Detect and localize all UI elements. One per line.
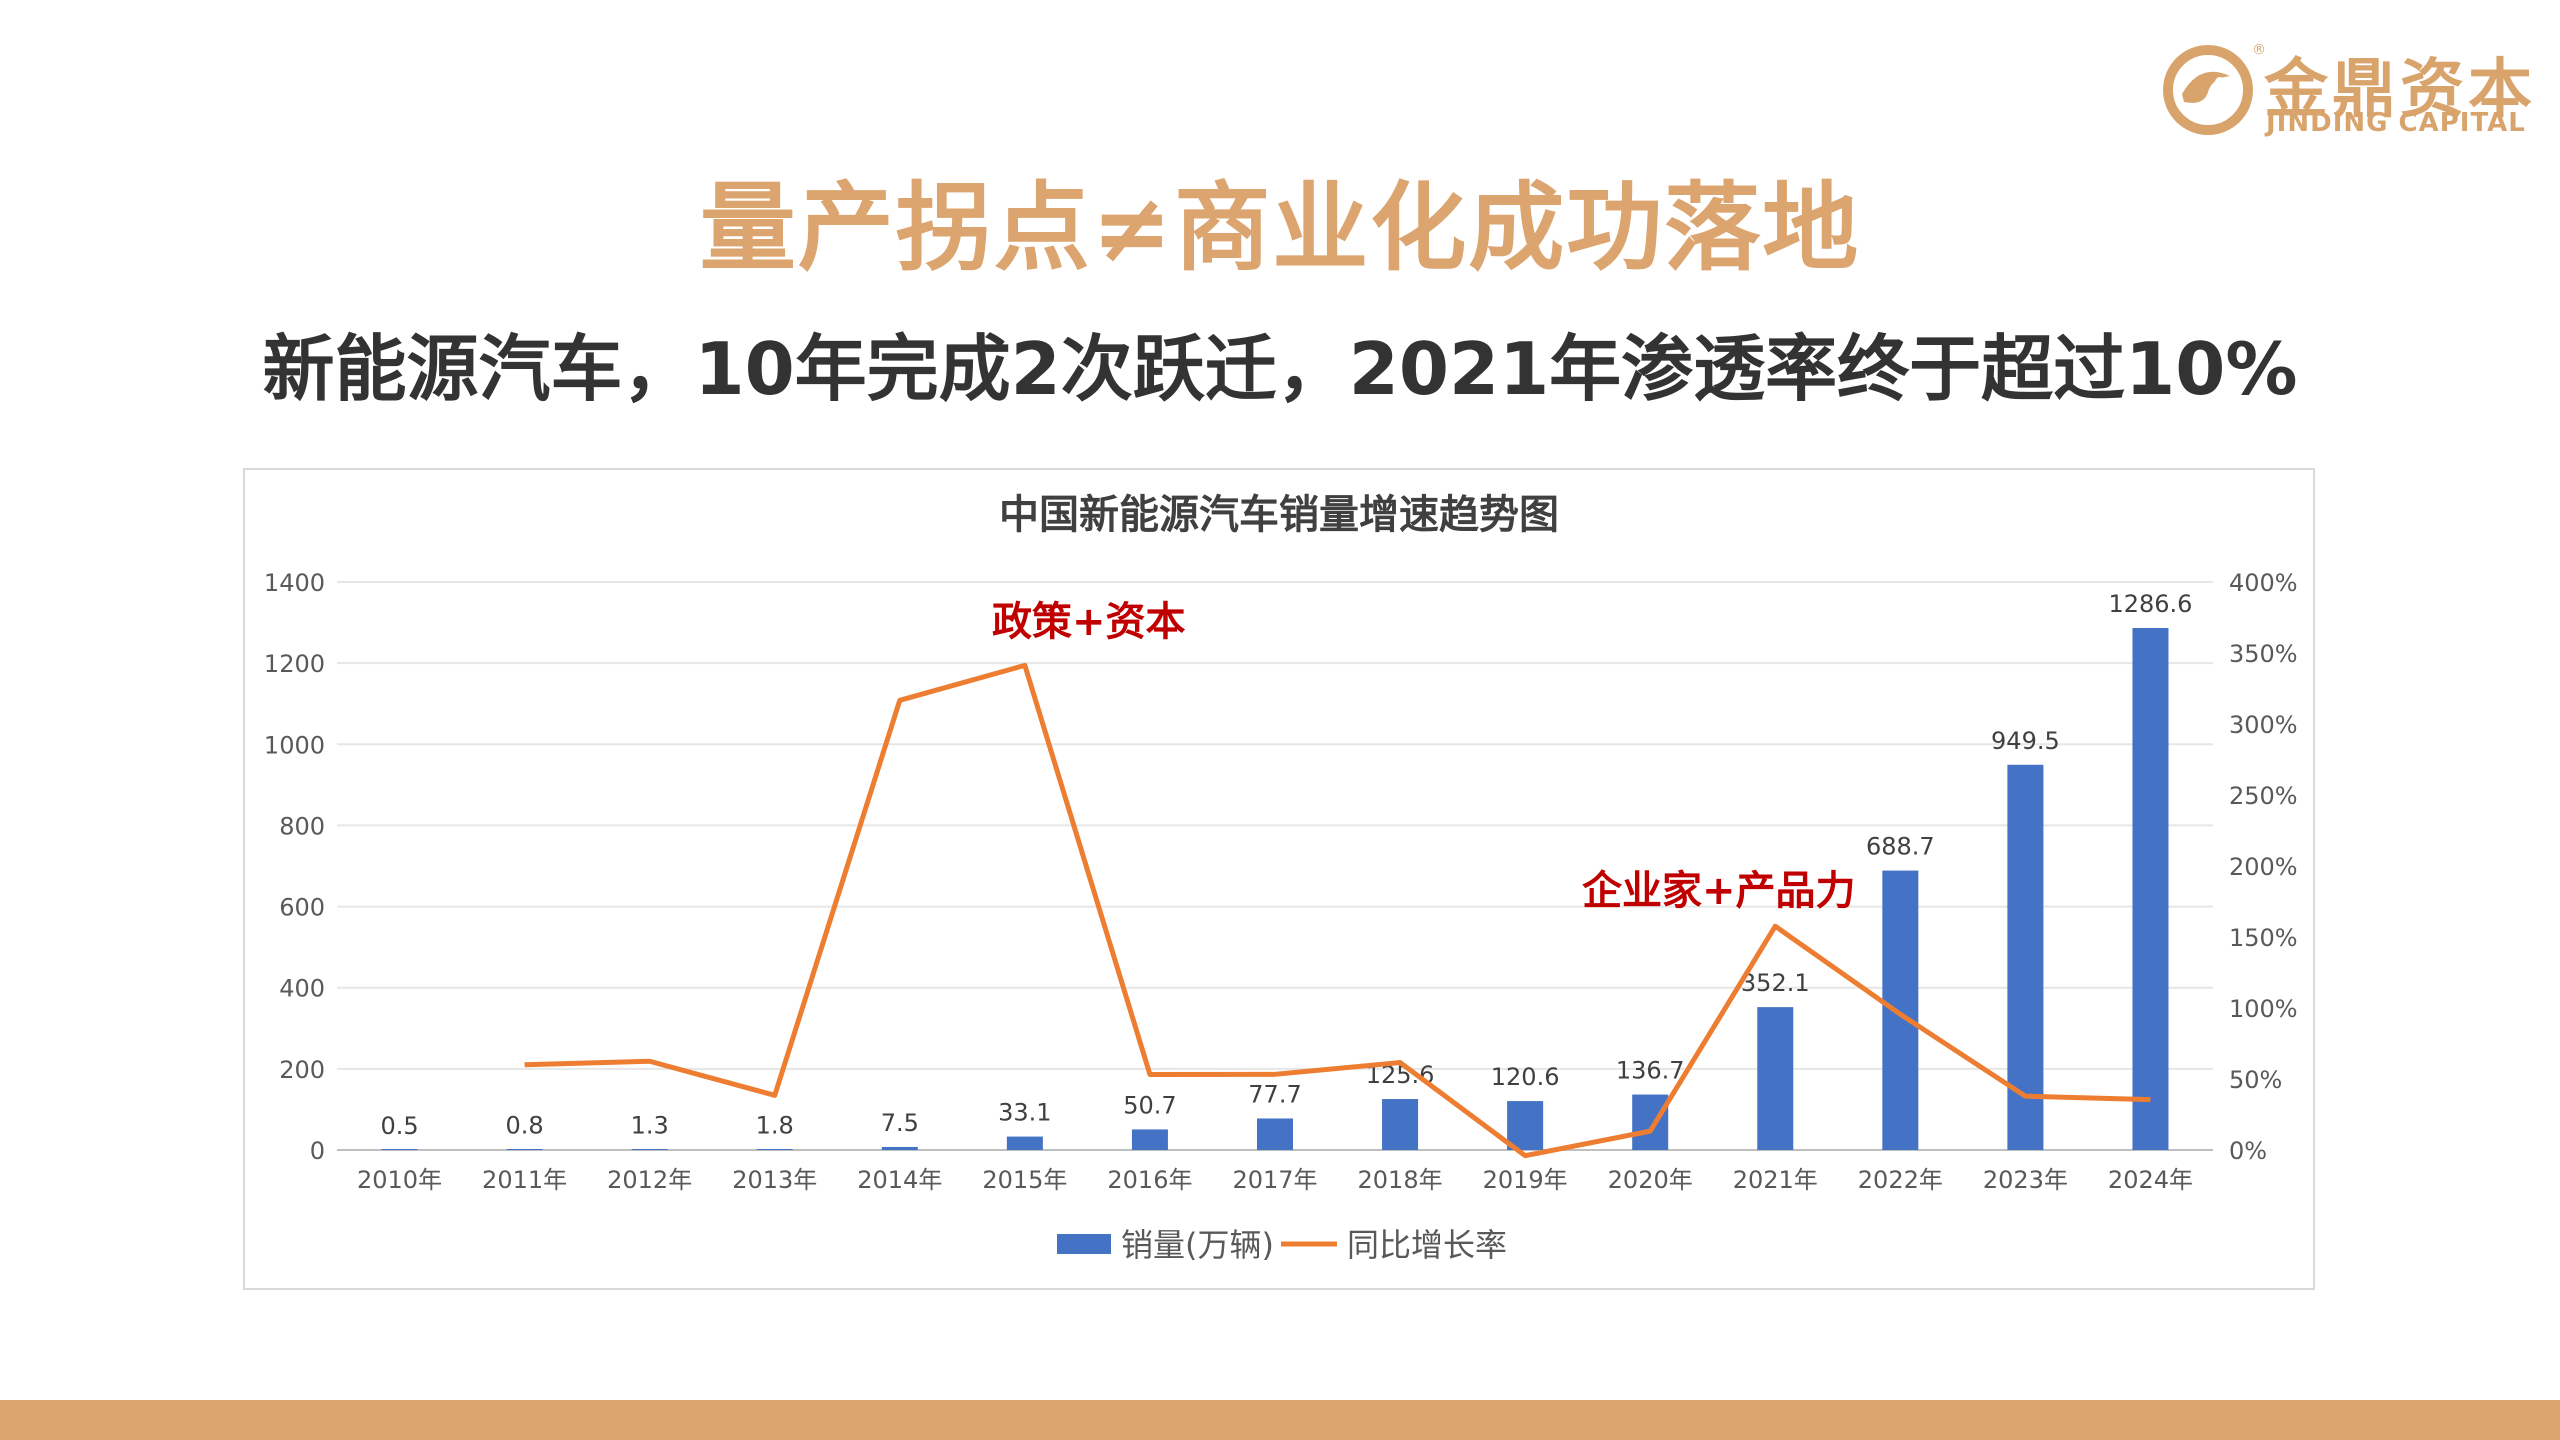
- right-tick-label: 250%: [2229, 782, 2298, 810]
- brand-name-en: JINDING CAPITAL: [2266, 108, 2526, 138]
- right-tick-label: 350%: [2229, 640, 2298, 668]
- left-tick-label: 1400: [264, 569, 325, 597]
- slide-title: 量产拐点≠商业化成功落地: [699, 172, 1861, 284]
- bar: [1257, 1118, 1293, 1150]
- brand-logo: ® 金鼎资本 JINDING CAPITAL: [2160, 38, 2532, 148]
- left-tick-label: 200: [279, 1056, 325, 1084]
- bar-value-label: 1.3: [631, 1111, 669, 1139]
- x-tick-label: 2011年: [482, 1166, 567, 1194]
- bar: [1882, 870, 1919, 1150]
- right-tick-label: 50%: [2229, 1066, 2282, 1094]
- x-tick-label: 2018年: [1358, 1166, 1443, 1194]
- bar-value-label: 7.5: [881, 1109, 919, 1137]
- x-tick-label: 2013年: [732, 1166, 817, 1194]
- bar-value-label: 0.8: [506, 1112, 544, 1140]
- x-tick-label: 2019年: [1483, 1166, 1568, 1194]
- right-tick-label: 200%: [2229, 853, 2298, 881]
- left-tick-label: 1000: [264, 731, 325, 759]
- bar-value-label: 949.5: [1991, 727, 2060, 755]
- x-tick-label: 2010年: [357, 1166, 442, 1194]
- x-tick-label: 2024年: [2108, 1166, 2193, 1194]
- chart-grid: [337, 581, 2213, 1151]
- chart-annotations: 政策+资本 企业家+产品力: [992, 599, 1856, 914]
- combo-chart: 中国新能源汽车销量增速趋势图 0 200 400 600 800 1000 1200 1400…: [264, 492, 2298, 1264]
- bar-value-label: 50.7: [1123, 1091, 1176, 1119]
- bar: [881, 1146, 918, 1150]
- right-axis: 0% 50% 100% 150% 200% 250% 300% 350% 400%: [2229, 569, 2298, 1165]
- x-tick-label: 2015年: [982, 1166, 1067, 1194]
- bar-value-label: 120.6: [1491, 1063, 1560, 1091]
- right-tick-label: 0%: [2229, 1137, 2267, 1165]
- bar: [1006, 1136, 1043, 1150]
- bar-value-label: 77.7: [1248, 1080, 1301, 1108]
- left-axis: 0 200 400 600 800 1000 1200 1400: [264, 569, 325, 1165]
- bar-series: [381, 628, 2169, 1150]
- x-tick-label: 2014年: [857, 1166, 942, 1194]
- x-tick-label: 2023年: [1983, 1166, 2068, 1194]
- bar-value-label: 33.1: [998, 1099, 1051, 1127]
- bar: [1382, 1099, 1419, 1150]
- bar: [756, 1149, 793, 1150]
- bar-value-label: 1286.6: [2108, 590, 2192, 618]
- brand-name-cn: 金鼎资本: [2264, 53, 2536, 127]
- legend-line-label: 同比增长率: [1347, 1226, 1507, 1264]
- legend-bar-label: 销量(万辆): [1121, 1226, 1274, 1264]
- chart-frame: 中国新能源汽车销量增速趋势图 0 200 400 600 800 1000 1200 1400…: [243, 468, 2315, 1290]
- bar-value-label: 1.8: [756, 1111, 794, 1139]
- bottom-accent-bar: [0, 1400, 2560, 1440]
- bar-value-label: 136.7: [1616, 1057, 1685, 1085]
- x-tick-label: 2020年: [1608, 1166, 1693, 1194]
- left-tick-label: 0: [310, 1137, 325, 1165]
- x-tick-label: 2022年: [1858, 1166, 1943, 1194]
- x-tick-label: 2012年: [607, 1166, 692, 1194]
- x-tick-label: 2017年: [1232, 1166, 1317, 1194]
- registered-mark: ®: [2252, 42, 2266, 58]
- bar: [1507, 1101, 1544, 1150]
- bar: [506, 1149, 543, 1150]
- bar: [1131, 1129, 1168, 1150]
- annotation-policy-capital: 政策+资本: [992, 599, 1186, 645]
- x-tick-label: 2021年: [1733, 1166, 1818, 1194]
- x-axis: 2010年 2011年 2012年 2013年 2014年 2015年 2016年 2017年…: [357, 1166, 2193, 1194]
- right-tick-label: 150%: [2229, 924, 2298, 952]
- legend-bar-swatch: [1057, 1234, 1111, 1254]
- right-tick-label: 400%: [2229, 569, 2298, 597]
- left-tick-label: 600: [279, 894, 325, 922]
- bar-value-label: 0.5: [380, 1112, 418, 1140]
- right-tick-label: 300%: [2229, 711, 2298, 739]
- bar: [381, 1149, 418, 1150]
- bar: [2132, 628, 2169, 1150]
- annotation-entrepreneur-product: 企业家+产品力: [1582, 868, 1856, 914]
- left-tick-label: 1200: [264, 650, 325, 678]
- line-series: [524, 662, 2151, 1159]
- growth-rate-line: [524, 662, 2151, 1159]
- bar-value-label: 688.7: [1866, 833, 1935, 861]
- right-tick-label: 100%: [2229, 995, 2298, 1023]
- x-tick-label: 2016年: [1107, 1166, 1192, 1194]
- chart-title: 中国新能源汽车销量增速趋势图: [999, 492, 1559, 538]
- bar: [2007, 764, 2044, 1150]
- bar: [1632, 1094, 1669, 1150]
- bar: [631, 1149, 668, 1150]
- slide-subtitle: 新能源汽车，10年完成2次跃迁，2021年渗透率终于超过10%: [262, 327, 2298, 411]
- jinding-emblem-icon: [2163, 45, 2253, 135]
- bar-value-label: 352.1: [1741, 969, 1810, 997]
- bar: [1757, 1007, 1794, 1150]
- chart-legend: 销量(万辆) 同比增长率: [1057, 1226, 1507, 1264]
- left-tick-label: 400: [279, 975, 325, 1003]
- left-tick-label: 800: [279, 812, 325, 840]
